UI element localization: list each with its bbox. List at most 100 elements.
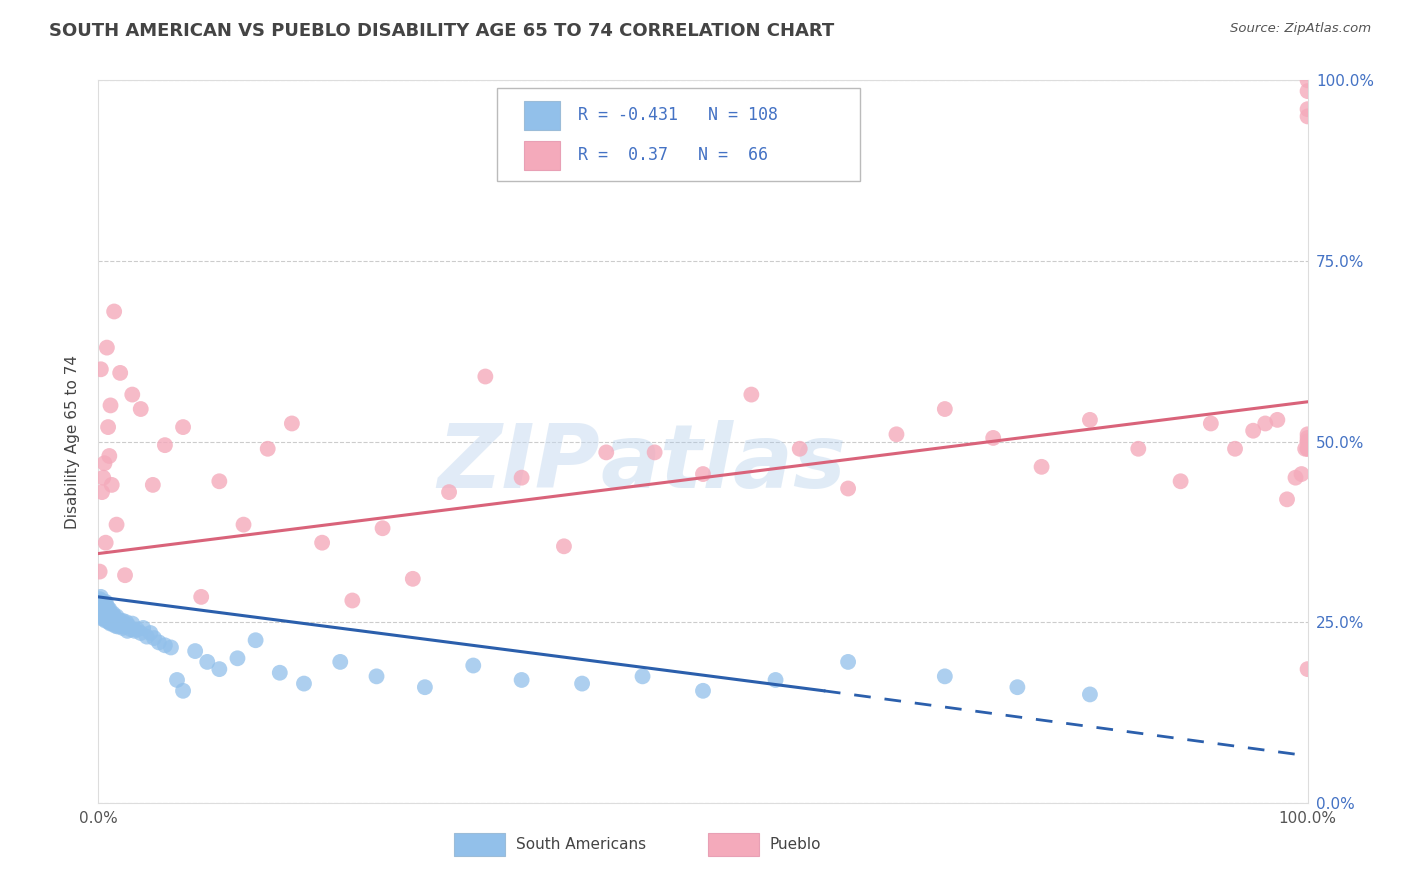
Point (120, 623, 142, 637)
Point (1284, 470, 1306, 484)
Point (139, 626, 162, 640)
Point (111, 614, 134, 628)
Point (402, 572, 425, 586)
Point (91, 600, 114, 615)
Point (1296, 84, 1319, 98)
FancyBboxPatch shape (454, 833, 505, 856)
Point (153, 438, 176, 452)
Point (114, 619, 136, 633)
Point (91, 611, 114, 625)
Point (96, 599, 118, 614)
Point (837, 482, 859, 496)
Point (153, 638, 176, 652)
Point (740, 387, 762, 401)
Point (108, 616, 131, 631)
Point (1267, 413, 1289, 427)
Point (91, 485, 114, 500)
Point (94, 595, 117, 609)
FancyBboxPatch shape (524, 141, 561, 169)
Text: Source: ZipAtlas.com: Source: ZipAtlas.com (1230, 22, 1371, 36)
Point (93, 456, 115, 470)
Point (100, 616, 122, 631)
Point (91, 597, 114, 611)
Point (110, 616, 132, 631)
Point (91, 595, 114, 609)
Point (571, 676, 593, 690)
Point (1294, 442, 1316, 456)
Point (135, 630, 157, 644)
Point (1296, 442, 1319, 456)
Point (98, 615, 121, 630)
Point (90, 602, 112, 616)
FancyBboxPatch shape (498, 87, 860, 181)
Point (195, 655, 218, 669)
Point (101, 616, 124, 631)
Point (115, 615, 138, 630)
Point (226, 651, 249, 665)
Point (172, 683, 194, 698)
Point (100, 609, 122, 624)
Point (93, 607, 115, 622)
Point (89, 604, 111, 618)
Point (463, 658, 485, 673)
Point (93, 600, 115, 615)
Point (1296, 73, 1319, 87)
Point (118, 619, 141, 633)
Y-axis label: Disability Age 65 to 74: Disability Age 65 to 74 (65, 354, 80, 529)
Point (129, 402, 152, 417)
Point (93, 611, 115, 625)
FancyBboxPatch shape (524, 101, 561, 130)
Point (311, 535, 333, 549)
Point (112, 616, 135, 631)
Point (98, 602, 121, 616)
Point (100, 398, 122, 412)
Point (371, 521, 394, 535)
Point (101, 611, 124, 625)
Point (1275, 492, 1298, 507)
Point (94, 602, 117, 616)
Point (114, 568, 136, 582)
Point (366, 669, 388, 683)
Point (292, 676, 315, 690)
Point (97, 602, 120, 616)
Point (837, 655, 859, 669)
Point (107, 619, 129, 633)
Point (91, 609, 114, 624)
Point (97, 614, 120, 628)
Point (111, 621, 134, 635)
Point (90, 590, 112, 604)
Point (89, 595, 111, 609)
Point (96, 609, 118, 624)
Point (100, 611, 122, 625)
Point (510, 470, 533, 484)
Point (245, 633, 267, 648)
Point (101, 607, 124, 621)
Point (692, 467, 714, 481)
Text: R =  0.37   N =  66: R = 0.37 N = 66 (578, 146, 769, 164)
Point (103, 304, 125, 318)
Text: Pueblo: Pueblo (769, 838, 821, 852)
Point (91, 599, 114, 614)
Point (1128, 442, 1150, 456)
Point (100, 615, 122, 630)
Point (108, 366, 131, 380)
Point (208, 475, 231, 489)
Point (89, 592, 111, 607)
Point (342, 593, 364, 607)
Point (93, 604, 115, 618)
Point (437, 485, 460, 500)
Point (886, 427, 908, 442)
Point (142, 478, 165, 492)
Point (129, 626, 152, 640)
Point (97, 420, 120, 434)
Point (91, 599, 114, 614)
Point (90, 604, 112, 618)
Point (1254, 417, 1277, 431)
Point (94, 535, 117, 549)
Point (94, 609, 117, 624)
Point (1296, 110, 1319, 124)
Point (121, 387, 143, 401)
Point (100, 607, 122, 621)
Point (981, 431, 1004, 445)
Point (413, 680, 436, 694)
